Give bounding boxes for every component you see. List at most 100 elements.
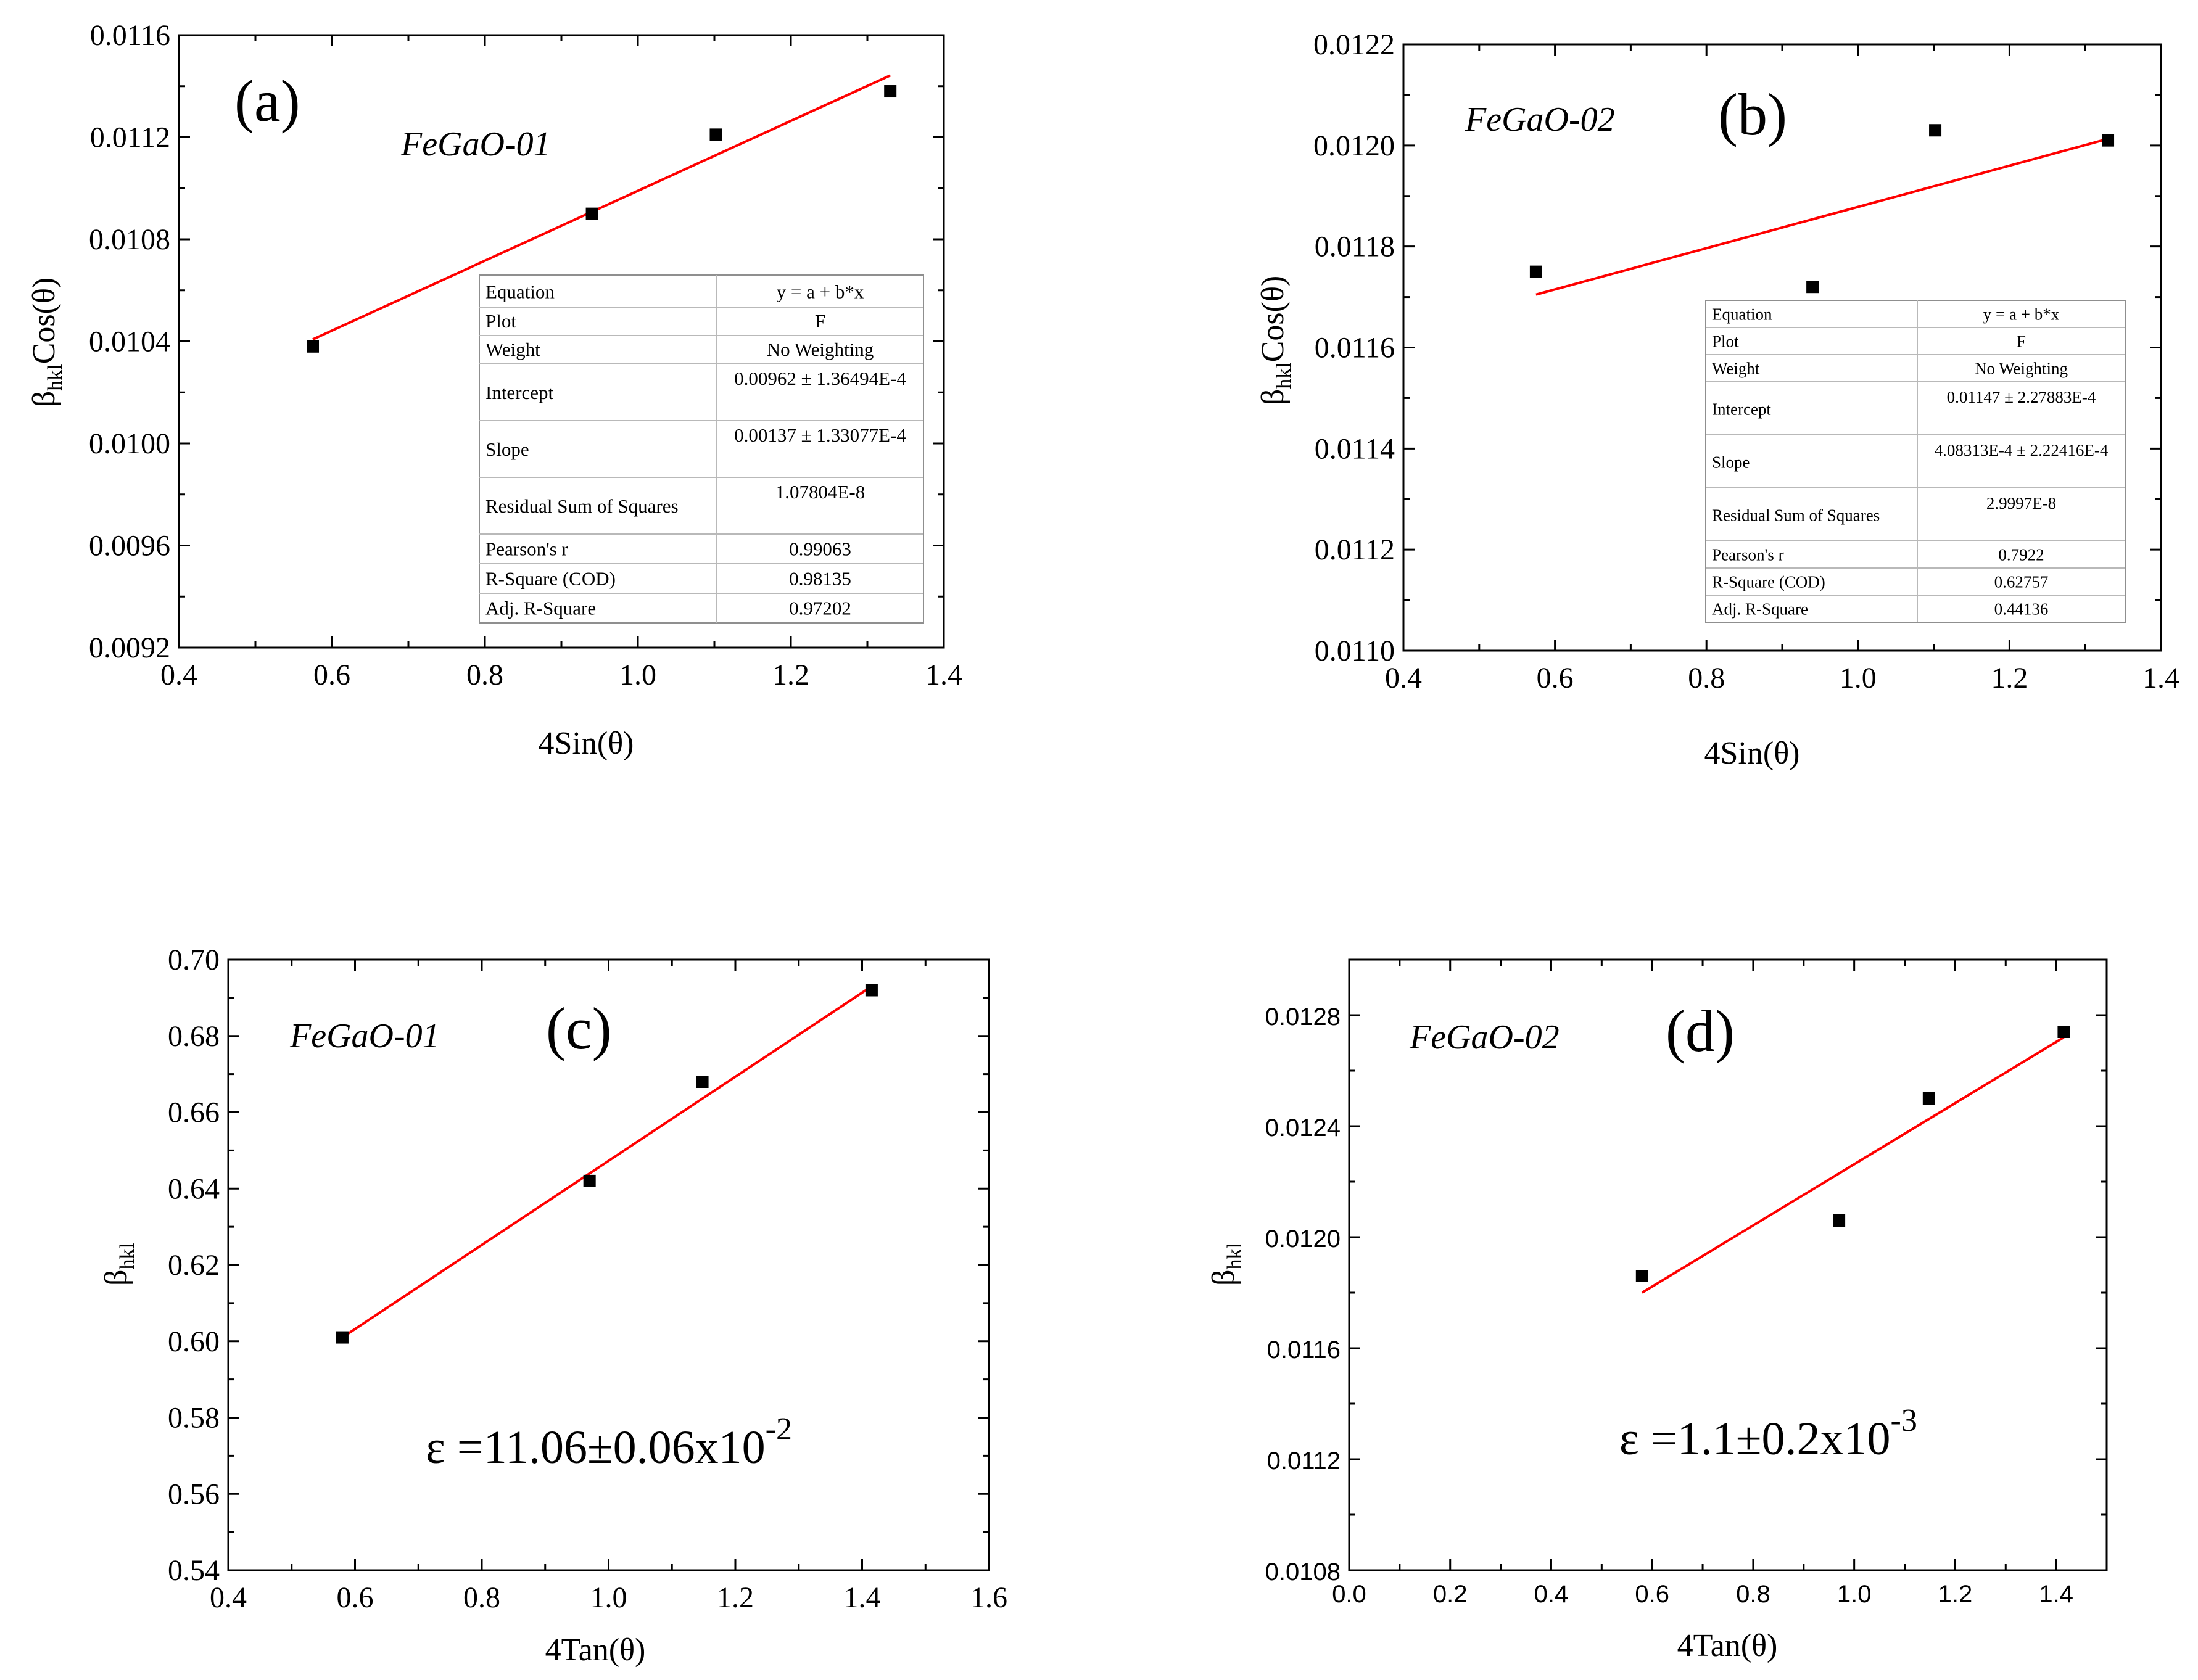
x-axis-title: 4Sin(θ) xyxy=(539,726,634,761)
x-tick-label: 0.8 xyxy=(1688,662,1725,694)
y-tick-label: 0.66 xyxy=(168,1097,220,1129)
data-point xyxy=(307,340,319,353)
fit-line xyxy=(1535,138,2109,296)
x-tick-label: 0.0 xyxy=(1332,1581,1366,1608)
table-value: 0.99063 xyxy=(789,538,851,560)
panel-d: 0.0 0.2 0.4 0.6 0.8 1.0 1.2 1.4 0.01080.01120.0… xyxy=(1206,958,2108,1663)
table-value: y = a + b*x xyxy=(1983,305,2060,324)
y-tick-labels: 0.0108 0.0112 0.0116 0.0120 0.0124 0.0128 xyxy=(1265,1003,1341,1586)
fit-line xyxy=(1641,1036,2065,1294)
data-points xyxy=(1635,1026,2070,1282)
y-tick-label: 0.0104 xyxy=(89,326,170,358)
y-axis-title: βhkl xyxy=(1206,1243,1246,1286)
strain-exponent: -3 xyxy=(1891,1403,1917,1438)
panel-letter: (a) xyxy=(234,68,300,134)
y-tick-label: 0.0112 xyxy=(1315,533,1395,566)
table-value: 0.7922 xyxy=(1998,546,2044,564)
table-label: Slope xyxy=(1712,453,1750,471)
y-tick-label: 0.0116 xyxy=(1315,332,1395,364)
table-label: Weight xyxy=(485,339,540,360)
strain-annotation: ε =11.06±0.06x10-2 xyxy=(426,1412,792,1473)
table-label: Weight xyxy=(1712,360,1760,378)
panel-b: 0.4 0.6 0.8 1.0 1.2 1.4 0.01100.01120.01140.0… xyxy=(1255,28,2179,771)
table-value: 0.44136 xyxy=(1994,600,2049,619)
x-tick-labels: 0.4 0.6 0.8 1.0 1.2 1.4 xyxy=(160,659,962,691)
y-tick-label: 0.0110 xyxy=(1315,635,1395,667)
x-tick-label: 0.6 xyxy=(337,1581,374,1614)
y-tick-label: 0.0120 xyxy=(1313,130,1395,162)
table-value: No Weighting xyxy=(1975,360,2068,378)
y-tick-label: 0.54 xyxy=(168,1554,220,1587)
sample-label: FeGaO-01 xyxy=(400,125,551,163)
y-tick-label: 0.0118 xyxy=(1315,231,1395,263)
table-value: F xyxy=(815,310,825,332)
table-value: 4.08313E-4 ± 2.22416E-4 xyxy=(1935,441,2109,459)
y-title-sub: hkl xyxy=(1223,1243,1246,1269)
x-tick-label: 0.4 xyxy=(160,659,197,691)
table-label: Pearson's r xyxy=(485,538,569,560)
data-point xyxy=(1529,265,1542,278)
x-tick-label: 0.6 xyxy=(1635,1581,1669,1608)
y-title-sub: hkl xyxy=(44,364,67,390)
data-point xyxy=(1833,1214,1846,1227)
y-tick-label: 0.70 xyxy=(168,944,220,976)
x-tick-label: 0.2 xyxy=(1433,1581,1468,1608)
y-tick-labels: 0.54 0.56 0.58 0.60 0.62 0.64 0.66 0.68 0.70 xyxy=(168,944,220,1587)
y-tick-label: 0.0100 xyxy=(89,427,170,460)
y-tick-label: 0.0096 xyxy=(89,530,170,562)
y-tick-label: 0.0128 xyxy=(1265,1003,1341,1031)
sample-label: FeGaO-02 xyxy=(1465,101,1615,139)
x-tick-label: 0.4 xyxy=(210,1581,247,1614)
x-axis-title: 4Tan(θ) xyxy=(1677,1628,1778,1663)
x-tick-label: 0.6 xyxy=(1537,662,1574,694)
table-value: 0.00137 ± 1.33077E-4 xyxy=(734,424,906,446)
data-points xyxy=(336,984,878,1344)
y-tick-label: 0.0114 xyxy=(1315,432,1395,465)
data-point xyxy=(884,85,897,98)
panel-c: 0.4 0.6 0.8 1.0 1.2 1.4 1.6 0.540.560.580.600.… xyxy=(99,944,1007,1668)
y-tick-labels: 0.0092 0.0096 0.0100 0.0104 0.0108 0.0112 0.01… xyxy=(89,19,170,664)
table-label: Equation xyxy=(485,281,555,302)
x-tick-label: 1.0 xyxy=(1837,1581,1872,1608)
table-label: Intercept xyxy=(1712,400,1771,418)
x-tick-label: 1.2 xyxy=(1938,1581,1973,1608)
panel-a: 0.4 0.6 0.8 1.0 1.2 1.4 0.00920.00960.01000.0… xyxy=(27,19,962,761)
sample-label: FeGaO-01 xyxy=(289,1017,440,1055)
data-point xyxy=(1806,281,1819,294)
strain-annotation: ε =1.1±0.2x10-3 xyxy=(1619,1403,1917,1465)
y-title-rest: Cos(θ) xyxy=(27,278,62,364)
y-title-sub: hkl xyxy=(1273,362,1295,389)
y-tick-label: 0.0112 xyxy=(90,121,170,154)
table-value: 2.9997E-8 xyxy=(1986,494,2056,513)
y-tick-label: 0.0116 xyxy=(1267,1336,1341,1364)
y-tick-label: 0.0108 xyxy=(1265,1559,1341,1586)
y-tick-label: 0.0092 xyxy=(89,632,170,664)
y-tick-label: 0.62 xyxy=(168,1249,220,1282)
x-tick-labels: 0.4 0.6 0.8 1.0 1.2 1.4 xyxy=(1385,662,2179,694)
table-value: 0.97202 xyxy=(789,598,851,619)
y-tick-label: 0.0112 xyxy=(1267,1447,1341,1475)
table-value: F xyxy=(2017,332,2026,351)
x-tick-label: 1.4 xyxy=(925,659,962,691)
data-point xyxy=(865,984,878,997)
tick-marks xyxy=(178,34,945,649)
table-label: Equation xyxy=(1712,305,1772,324)
panel-letter: (c) xyxy=(546,995,612,1061)
x-tick-label: 0.6 xyxy=(313,659,350,691)
x-tick-label: 0.8 xyxy=(466,659,503,691)
x-tick-label: 1.0 xyxy=(1840,662,1877,694)
strain-main: ε =1.1±0.2x10 xyxy=(1619,1413,1891,1465)
table-value: y = a + b*x xyxy=(777,281,864,302)
y-axis-title: βhkl xyxy=(99,1243,139,1286)
data-point xyxy=(2102,134,2115,147)
x-tick-label: 1.4 xyxy=(2142,662,2179,694)
y-title-main: β xyxy=(99,1269,134,1285)
y-tick-label: 0.0116 xyxy=(90,19,170,52)
y-tick-label: 0.0120 xyxy=(1265,1225,1341,1253)
table-label: R-Square (COD) xyxy=(1712,573,1825,591)
y-tick-label: 0.0124 xyxy=(1265,1114,1341,1142)
table-label: Plot xyxy=(1712,332,1739,351)
y-tick-label: 0.0108 xyxy=(89,223,170,256)
y-tick-label: 0.60 xyxy=(168,1325,220,1358)
